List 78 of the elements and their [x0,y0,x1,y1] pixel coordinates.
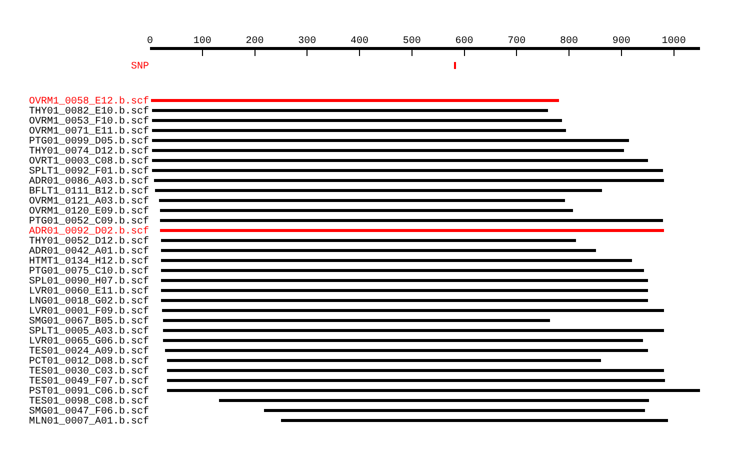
bar [161,239,576,242]
y-tick-label: SPL01_0090_H07.b.scf [28,276,149,288]
y-tick-label: PST01_0091_C06.b.scf [28,386,149,398]
bar [161,259,632,262]
bar [161,249,596,252]
y-tick-label: HTMT1_0134_H12.b.scf [28,256,149,268]
y-tick-label: TES01_0098_C08.b.scf [28,396,149,408]
x-tick-label: 500 [402,36,421,47]
x-tick-label: 600 [455,36,474,47]
bar [154,179,664,182]
bar [161,279,648,282]
y-tick-label: TES01_0024_A09.b.scf [28,346,149,358]
y-tick-label: OVRM1_0053_F10.b.scf [28,116,149,128]
bar [165,349,648,352]
bar [155,189,602,192]
bar [219,399,649,402]
x-tick-label: 400 [350,36,369,47]
y-tick-label: TES01_0049_F07.b.scf [28,376,149,388]
y-tick-label: ADR01_0092_D02.b.scf [28,226,149,238]
bar [167,379,665,382]
bar [167,389,700,392]
x-tick-label: 300 [298,36,316,47]
bar [162,309,664,312]
bar [161,269,644,272]
y-tick-label: THY01_0082_E10.b.scf [28,106,149,118]
y-tick-label: BFLT1_0111_B12.b.scf [28,186,149,198]
y-tick-label: THY01_0074_D12.b.scf [28,146,149,158]
y-tick-label: SMG01_0067_B05.b.scf [28,316,149,328]
y-tick-label: PTG01_0052_C09.b.scf [28,216,149,228]
bar [152,159,648,162]
bar [160,229,664,232]
y-tick-label: MLN01_0007_A01.b.scf [28,416,149,428]
y-tick-label: THY01_0052_D12.b.scf [28,236,149,248]
bar [152,169,663,172]
y-tick-label: LVR01_0001_F09.b.scf [28,306,149,318]
y-tick-label: OVRT1_0003_C08.b.scf [28,156,149,168]
bar [281,419,668,422]
x-tick-label: 1000 [662,36,686,47]
y-tick-label: LNG01_0018_G02.b.scf [28,296,149,308]
bar [160,219,663,222]
y-tick-label: PCT01_0012_D08.b.scf [28,356,149,368]
bar [163,339,643,342]
bar [151,99,559,102]
x-tick-label: 100 [193,36,212,47]
x-tick-label: 800 [560,36,578,47]
y-tick-label: OVRM1_0058_E12.b.scf [28,96,149,108]
y-tick-label: PTG01_0075_C10.b.scf [28,266,149,278]
bar [152,109,548,112]
bar [152,129,566,132]
bar [264,409,645,412]
y-tick-label: LVR01_0060_E11.b.scf [28,286,149,298]
x-tick-label: 0 [146,36,154,47]
y-tick-label: ADR01_0086_A03.b.scf [28,176,149,188]
y-tick-label: TES01_0030_C03.b.scf [28,366,149,378]
y-tick-label: OVRM1_0121_A03.b.scf [28,196,149,208]
bar [163,329,664,332]
x-tick-label: 200 [246,36,264,47]
x-tick-label: 700 [508,36,526,47]
bar [167,369,664,372]
y-tick-label: ADR01_0042_A01.b.scf [28,246,149,258]
y-tick-label: SPLT1_0005_A03.b.scf [28,326,149,338]
bar [152,139,629,142]
y-tick-label: PTG01_0099_D05.b.scf [28,136,149,148]
bar [161,299,648,302]
x-tick-label: 900 [612,36,630,47]
y-tick-label: SPLT1_0092_F01.b.scf [28,166,149,178]
bar [152,119,562,122]
y-tick-label: SNP [130,62,149,72]
y-tick-label: LVR01_0065_G06.b.scf [28,336,149,348]
bar [167,359,601,362]
bar [152,149,624,152]
y-tick-label: SMG01_0047_F06.b.scf [28,406,149,418]
bar [163,319,550,322]
bar [161,289,648,292]
y-tick-label: OVRM1_0120_E09.b.scf [28,206,149,218]
bar [159,199,565,202]
bar [160,209,573,212]
y-tick-label: OVRM1_0071_E11.b.scf [28,126,149,138]
